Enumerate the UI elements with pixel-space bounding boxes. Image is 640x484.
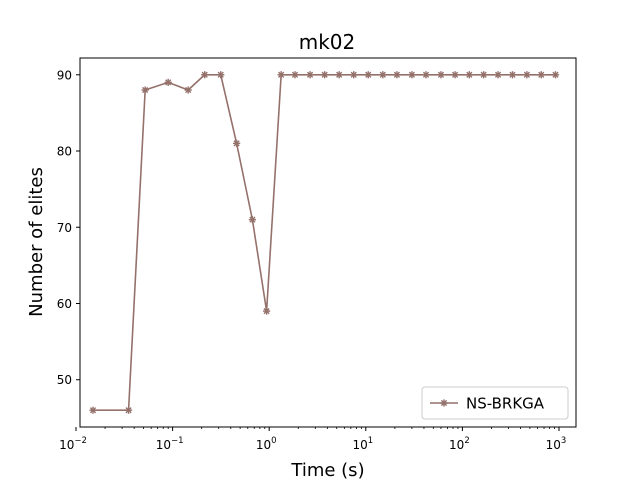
y-axis-label: Number of elites xyxy=(26,167,47,317)
y-tick-label: 80 xyxy=(57,145,72,159)
data-point xyxy=(480,71,488,79)
data-point xyxy=(89,406,97,414)
x-tick-label: 100 xyxy=(256,436,277,452)
data-point xyxy=(321,71,329,79)
y-tick-label: 60 xyxy=(57,297,72,311)
data-point xyxy=(437,71,445,79)
data-point xyxy=(508,71,517,79)
x-tick-label: 10−2 xyxy=(59,436,87,452)
data-point xyxy=(233,139,241,147)
data-point xyxy=(523,71,531,79)
data-point xyxy=(263,307,271,315)
data-point xyxy=(248,216,256,224)
axis-ticks: 50 60 70 80 90 10−2 10−1 100 101 102 103 xyxy=(57,68,567,452)
data-point xyxy=(465,71,473,79)
data-point xyxy=(422,71,430,79)
data-point xyxy=(364,71,372,79)
data-point xyxy=(551,71,560,79)
x-tick-label: 103 xyxy=(546,436,567,452)
data-point xyxy=(451,71,459,79)
data-point xyxy=(335,71,343,79)
x-tick-label: 102 xyxy=(449,436,470,452)
data-point xyxy=(164,78,172,86)
series-line-0 xyxy=(93,73,556,412)
y-tick-label: 90 xyxy=(57,68,72,82)
data-point xyxy=(350,71,358,79)
data-point xyxy=(277,71,285,79)
data-point xyxy=(201,71,209,79)
x-axis-label: Time (s) xyxy=(290,460,364,480)
data-point xyxy=(124,406,133,414)
data-point xyxy=(291,71,299,79)
legend-label: NS-BRKGA xyxy=(466,395,545,413)
data-point xyxy=(393,71,401,79)
data-point xyxy=(141,86,149,94)
data-point xyxy=(217,71,225,79)
x-tick-label: 10−1 xyxy=(156,436,184,452)
plot-area xyxy=(89,71,560,414)
data-point xyxy=(537,71,545,79)
plot-frame xyxy=(79,57,577,428)
y-tick-label: 50 xyxy=(57,373,72,387)
data-point xyxy=(379,71,387,79)
chart-title: mk02 xyxy=(299,30,356,54)
y-tick-label: 70 xyxy=(57,221,72,235)
x-tick-label: 101 xyxy=(352,436,373,452)
legend-marker xyxy=(440,399,448,407)
data-point xyxy=(184,86,192,94)
data-point xyxy=(408,71,416,79)
legend: NS-BRKGA xyxy=(421,386,569,420)
data-point xyxy=(494,71,502,79)
legend-box xyxy=(421,386,569,420)
data-point xyxy=(306,71,314,79)
